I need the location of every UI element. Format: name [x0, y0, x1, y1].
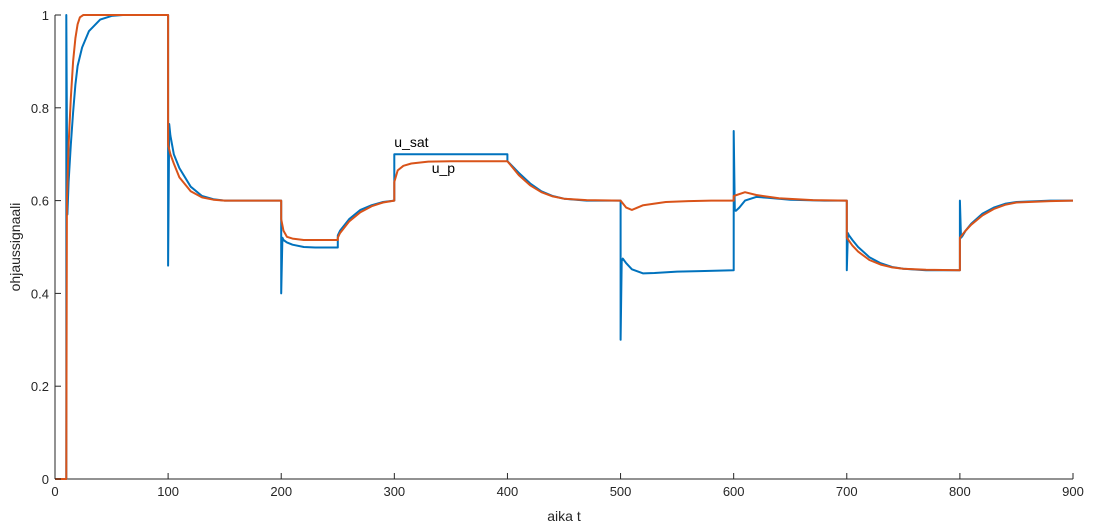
x-tick-label: 500	[610, 484, 632, 499]
annotation-u-p: u_p	[432, 160, 456, 176]
x-tick-label: 0	[51, 484, 58, 499]
y-tick-label: 0.8	[31, 101, 49, 116]
x-tick-label: 400	[497, 484, 519, 499]
ticks: 0 100 200 300 400 500 600 700 800 900 0 0.2 0.4 0.6 0.…	[31, 8, 1084, 499]
x-tick-label: 800	[949, 484, 971, 499]
x-tick-label: 300	[383, 484, 405, 499]
series-line-u-sat	[55, 14, 1073, 480]
x-axis-label: aika t	[547, 508, 581, 524]
y-tick-label: 0.4	[31, 286, 49, 301]
y-axis-label: ohjaussignaali	[7, 203, 23, 292]
plot-area	[54, 15, 1073, 480]
series-line-u-p	[55, 14, 1074, 480]
y-tick-label: 0	[42, 472, 49, 487]
x-tick-label: 600	[723, 484, 745, 499]
series-layer	[55, 14, 1074, 480]
y-tick-label: 0.6	[31, 194, 49, 209]
y-tick-label: 0.2	[31, 379, 49, 394]
x-tick-label: 700	[836, 484, 858, 499]
x-tick-label: 200	[270, 484, 292, 499]
x-tick-label: 100	[157, 484, 179, 499]
annotation-u-sat: u_sat	[394, 134, 428, 150]
x-tick-label: 900	[1062, 484, 1084, 499]
y-tick-label: 1	[42, 8, 49, 23]
